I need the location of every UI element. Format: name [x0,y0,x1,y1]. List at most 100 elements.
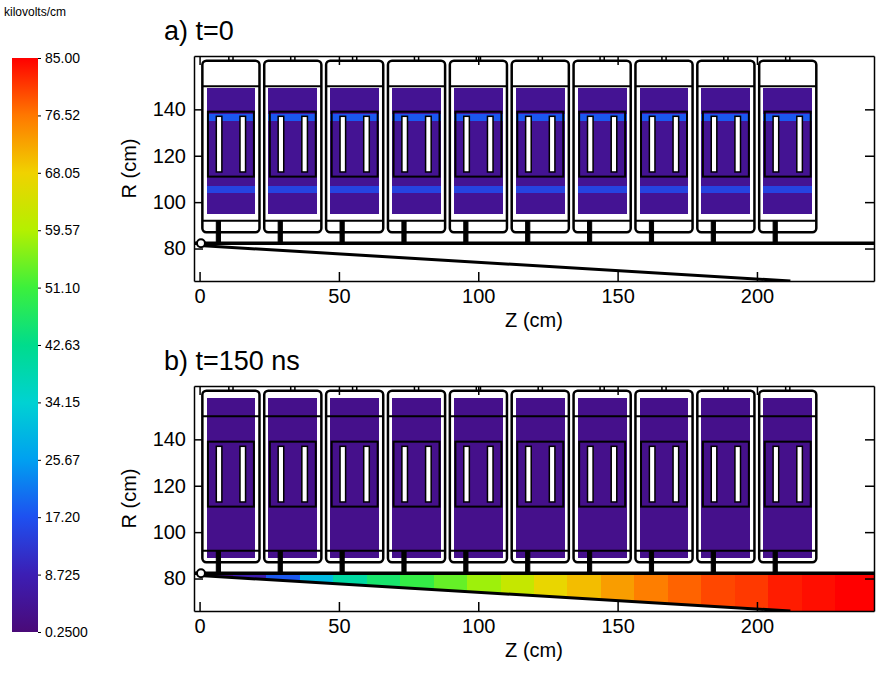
y-axis-right [865,387,875,612]
cell-core [394,112,440,177]
cell-divider [574,85,631,87]
field-cell [392,114,441,121]
cell-outline [635,61,692,233]
cell-divider [326,415,383,417]
x-tick-mark [339,272,341,281]
x-top-tick [478,56,479,65]
x-top-tick-mark [617,56,619,65]
x-tick-label: 50 [328,615,350,637]
cell-post [526,116,532,172]
colorbar-tick-label: 68.05 [45,165,80,181]
y-right-tick [865,249,874,250]
beam-marker [197,239,205,247]
plot-area [194,386,874,611]
x-top-tick-mark [339,386,341,395]
y-right-tick [865,109,874,110]
cell-core [703,112,749,177]
field-cell [534,574,567,611]
cell-divider [574,220,631,222]
y-right-tick-mark [865,109,874,111]
beam-cone [200,246,791,281]
colorbar-tick-mark [38,230,41,231]
field-cell [516,88,565,213]
cell-core [517,112,563,177]
colorbar-tick: 42.63 [38,337,80,353]
x-tick-label: 150 [601,285,634,307]
cell-post [340,446,346,502]
colorbar-tick-label: 8.725 [45,567,80,583]
cell-stem [402,551,406,574]
x-top-axis-line [195,386,875,388]
colorbar-tick-mark [38,575,41,576]
figure: kilovolts/cm0.25008.72517.2025.6734.1542… [0,0,883,677]
cell-post [773,446,779,502]
field-cell [516,114,565,121]
structure [194,386,874,611]
cell-post [797,446,803,502]
field-cell [763,114,812,121]
cell-core [270,112,316,177]
cell-divider [388,415,445,417]
x-top-tick [478,386,479,395]
y-tick: 100 [153,521,203,543]
field-cell [640,114,689,121]
field-cell [601,574,634,611]
x-top-tick-mark [339,56,341,65]
cell-post [278,446,284,502]
panel: 05010015020080100120140b) t=150 nsZ (cm)… [118,346,875,661]
y-tick-label: 140 [153,428,186,450]
field-cell [578,114,627,121]
cell-core [332,112,378,177]
field-cell [454,114,503,121]
y-tick: 120 [153,475,203,497]
cell-post [611,116,617,172]
cell-post [711,116,717,172]
y-right-tick [865,439,874,440]
field-cell [640,398,689,558]
x-tick-label: 0 [195,615,206,637]
x-top-tick [200,386,201,395]
colorbar-tick-label: 85.00 [45,50,80,66]
cell-stem [588,551,592,574]
cell-outline [388,391,445,563]
x-axis-top [195,386,875,395]
colorbar-tick-mark [38,58,41,59]
y-axis-right [865,57,875,282]
field-cell [367,574,400,611]
plot-area [194,56,874,281]
field-cell [333,574,366,611]
x-tick: 100 [462,602,495,637]
cell-divider [697,415,754,417]
field-cell [207,88,256,213]
panel: 05010015020080100120140a) t=0Z (cm)R (cm… [118,16,875,331]
cell-post [240,116,246,172]
x-top-tick-mark [199,386,201,395]
colorbar-tick-mark [38,173,41,174]
cell-stem [216,221,220,244]
cell-outline [574,61,631,233]
field-cell [578,398,627,558]
cell-outline [326,61,383,233]
x-top-tick [339,56,340,65]
cell-outline [450,61,507,233]
field-cell [768,574,801,611]
y-tick-label: 140 [153,98,186,120]
field-cell [701,186,750,193]
cell-core [579,112,625,177]
cell-divider [202,85,259,87]
cell-divider [697,85,754,87]
y-tick: 80 [164,567,203,589]
cell-divider [264,550,321,552]
beam-marker [197,569,205,577]
y-right-tick-mark [865,532,874,534]
colorbar-tick-label: 34.15 [45,394,80,410]
cell-stem [773,551,777,574]
cell-divider [264,220,321,222]
cell-divider [326,85,383,87]
colorbar-tick: 85.00 [38,50,80,66]
cell-stem [649,551,653,574]
x-axis-line [195,611,875,613]
cell-core [579,442,625,507]
cell-post [611,446,617,502]
x-axis-top [195,56,875,65]
